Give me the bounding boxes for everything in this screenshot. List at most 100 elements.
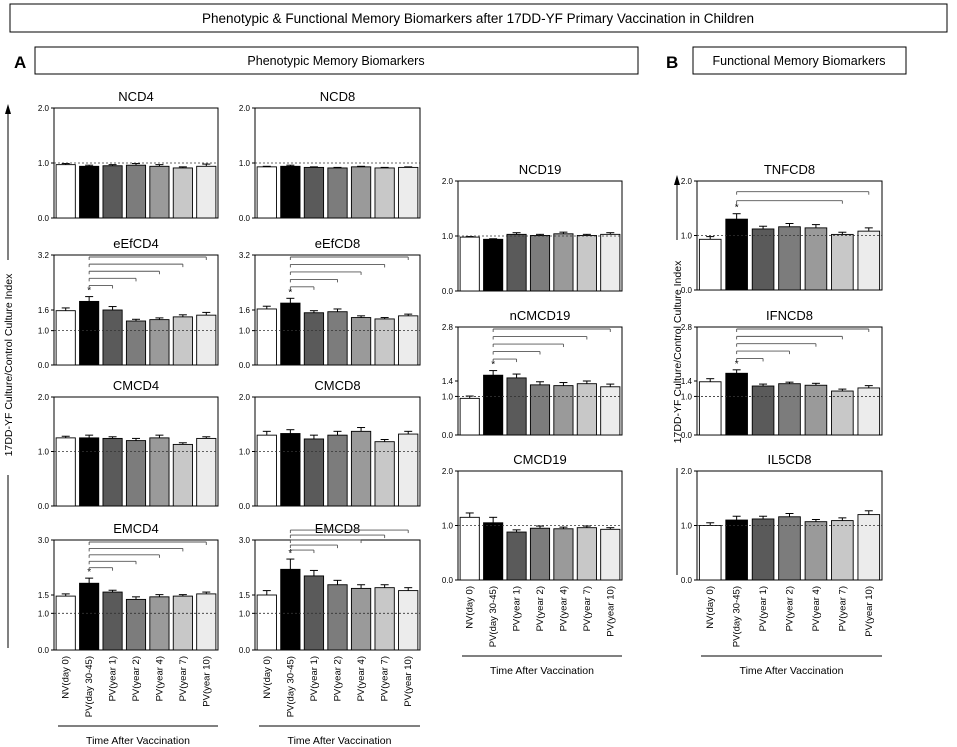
chart-eefcd4: eEfCD4 0.0 1.0 1.6 3.2 * — [38, 236, 219, 370]
significance-marker: * — [491, 360, 495, 371]
panel-b-title: Functional Memory Biomarkers — [713, 54, 886, 68]
bar-3 — [506, 531, 527, 581]
bar-7 — [398, 166, 419, 219]
significance-marker: * — [87, 286, 91, 297]
y-tick-label: 1.0 — [681, 522, 693, 531]
x-axis-label: Time After Vaccination — [490, 665, 594, 677]
bar-5 — [350, 166, 372, 219]
bar-7 — [600, 386, 621, 436]
bar-2 — [280, 302, 301, 366]
category-label: NV(day 0) — [465, 586, 476, 629]
chart-title: NCD19 — [519, 162, 562, 177]
bar-5 — [553, 385, 574, 436]
charts-layer: NCD4 0.0 1.0 2.0 NCD8 0.0 1.0 2.0 NCD19 0.0 1.0 2.0… — [38, 89, 883, 747]
bar-7 — [398, 433, 419, 507]
bar-3 — [506, 377, 527, 436]
y-tick-label: 1.0 — [239, 609, 251, 618]
bar-5 — [149, 437, 170, 507]
category-label: PV(year 7) — [178, 656, 189, 701]
chart-title: CMCD4 — [113, 378, 159, 393]
chart-cmcd4: CMCD4 0.0 1.0 2.0 — [38, 378, 219, 511]
bar-4 — [125, 598, 147, 651]
bar-4 — [778, 383, 801, 436]
panel-a-y-axis: 17DD-YF Culture/Control Culture Index — [3, 104, 15, 648]
y-tick-label: 1.0 — [38, 327, 50, 336]
category-axis-col1: NV(day 0) PV(day 30-45) PV(year 1) PV(year … — [58, 656, 218, 747]
y-tick-label: 2.0 — [442, 177, 454, 186]
significance-marker: * — [735, 359, 739, 370]
panel-b-y-axis-label: 17DD-YF Culture/Control Culture Index — [672, 260, 684, 443]
bar-1 — [55, 437, 76, 507]
category-label: PV(year 2) — [535, 586, 546, 631]
y-tick-label: 2.0 — [442, 467, 454, 476]
bar-6 — [831, 520, 854, 581]
significance-marker: * — [288, 287, 292, 298]
bar-6 — [576, 234, 597, 292]
chart-title: eEfCD4 — [113, 236, 159, 251]
bar-3 — [303, 438, 325, 507]
y-tick-label: 1.5 — [239, 591, 251, 600]
panel-b-title-box — [692, 46, 907, 75]
bar-4 — [327, 434, 348, 507]
bar-7 — [857, 387, 881, 436]
chart-title: nCMCD19 — [510, 308, 571, 323]
bar-6 — [374, 587, 395, 651]
category-label: PV(year 4) — [356, 656, 367, 701]
bar-3 — [751, 518, 775, 581]
category-label: PV(year 10) — [201, 656, 212, 707]
y-tick-label: 1.0 — [681, 232, 693, 241]
panel-a-title: Phenotypic Memory Biomarkers — [247, 54, 424, 68]
chart-title: NCD4 — [118, 89, 153, 104]
y-tick-label: 2.0 — [239, 104, 251, 113]
chart-title: CMCD19 — [513, 452, 566, 467]
figure-title-box — [9, 3, 948, 33]
category-axis-col2: NV(day 0) PV(day 30-45) PV(year 1) PV(year … — [259, 656, 420, 747]
panel-a-letter: A — [14, 53, 26, 72]
bar-2 — [79, 582, 100, 651]
bar-1 — [698, 381, 722, 436]
bar-7 — [857, 230, 881, 291]
bar-5 — [804, 521, 828, 581]
bar-1 — [256, 594, 277, 651]
y-tick-label: 1.4 — [681, 377, 693, 386]
x-axis-label: Time After Vaccination — [86, 735, 190, 747]
bar-5 — [149, 319, 170, 366]
y-tick-label: 1.0 — [239, 159, 251, 168]
y-tick-label: 1.4 — [442, 377, 454, 386]
significance-marker: * — [288, 548, 292, 559]
bar-2 — [79, 300, 100, 366]
bar-3 — [102, 591, 123, 651]
bar-4 — [125, 440, 147, 507]
bar-1 — [698, 238, 722, 291]
y-tick-label: 0.0 — [38, 361, 50, 370]
panel-a-title-box — [34, 46, 639, 75]
x-axis-label: Time After Vaccination — [740, 665, 844, 677]
bar-1 — [459, 516, 480, 581]
bar-1 — [55, 164, 76, 219]
category-label: PV(year 4) — [811, 586, 822, 631]
bar-3 — [303, 312, 325, 366]
y-tick-label: 0.0 — [681, 286, 693, 295]
chart-cmcd8: CMCD8 0.0 1.0 2.0 — [239, 378, 421, 511]
bar-5 — [553, 528, 574, 581]
bar-3 — [751, 385, 775, 436]
bar-4 — [529, 234, 551, 292]
category-label: NV(day 0) — [61, 656, 72, 699]
y-tick-label: 1.6 — [239, 306, 251, 315]
y-tick-label: 2.8 — [681, 323, 693, 332]
chart-ncd8: NCD8 0.0 1.0 2.0 — [239, 89, 421, 223]
bar-2 — [280, 433, 301, 507]
bar-7 — [600, 528, 621, 581]
category-label: PV(year 1) — [309, 656, 320, 701]
y-tick-label: 2.0 — [681, 177, 693, 186]
bar-5 — [804, 227, 828, 291]
bar-7 — [196, 593, 217, 651]
y-tick-label: 0.0 — [38, 502, 50, 511]
chart-ifncd8: IFNCD8 0.0 1.0 1.4 2.8 * — [681, 308, 883, 440]
y-tick-label: 1.6 — [38, 306, 50, 315]
bar-3 — [506, 233, 527, 292]
category-label: PV(year 2) — [785, 586, 796, 631]
bar-6 — [374, 318, 395, 366]
bar-2 — [483, 374, 504, 436]
bar-3 — [102, 437, 123, 507]
